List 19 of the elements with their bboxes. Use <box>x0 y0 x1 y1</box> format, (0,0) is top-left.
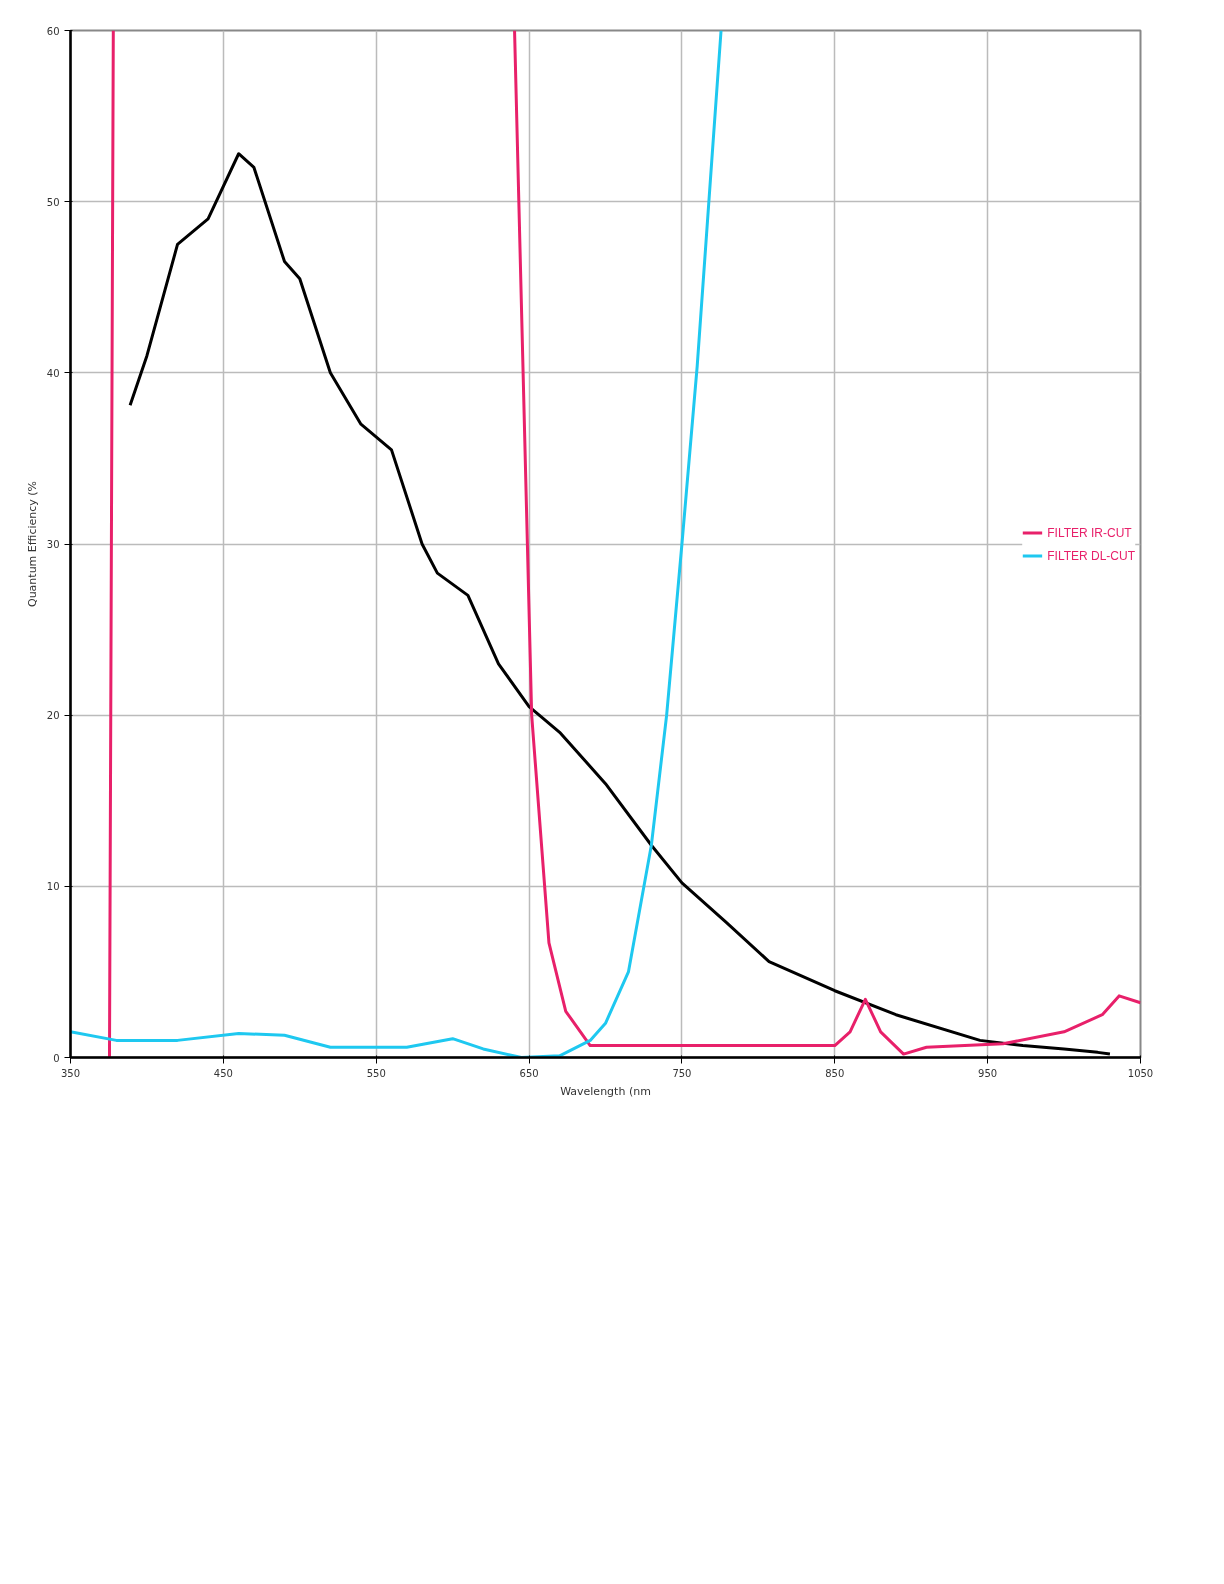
x-tick-label: 550 <box>366 1067 386 1079</box>
x-axis-title: Wavelength (nm <box>560 1084 651 1098</box>
x-tick-label: 850 <box>825 1067 845 1079</box>
x-tick-label: 1050 <box>1127 1067 1154 1079</box>
y-tick-label: 40 <box>46 367 60 379</box>
y-tick-label: 10 <box>46 881 60 893</box>
x-tick-label: 350 <box>60 1067 81 1079</box>
legend-label: FILTER IR-CUT <box>1047 525 1132 539</box>
legend-label: FILTER DL-CUT <box>1047 548 1135 562</box>
x-tick-label: 450 <box>213 1067 233 1079</box>
y-tick-label: 50 <box>46 196 60 208</box>
y-tick-label: 30 <box>46 539 60 550</box>
x-tick-label: 650 <box>519 1067 539 1079</box>
y-axis-title: Quantum Efficiency (% <box>25 480 39 608</box>
y-tick-label: 0 <box>53 1052 60 1064</box>
y-tick-label: 60 <box>46 25 60 37</box>
y-tick-label: 20 <box>46 710 60 722</box>
x-tick-label: 750 <box>672 1067 692 1079</box>
x-tick-label: 950 <box>978 1067 998 1079</box>
